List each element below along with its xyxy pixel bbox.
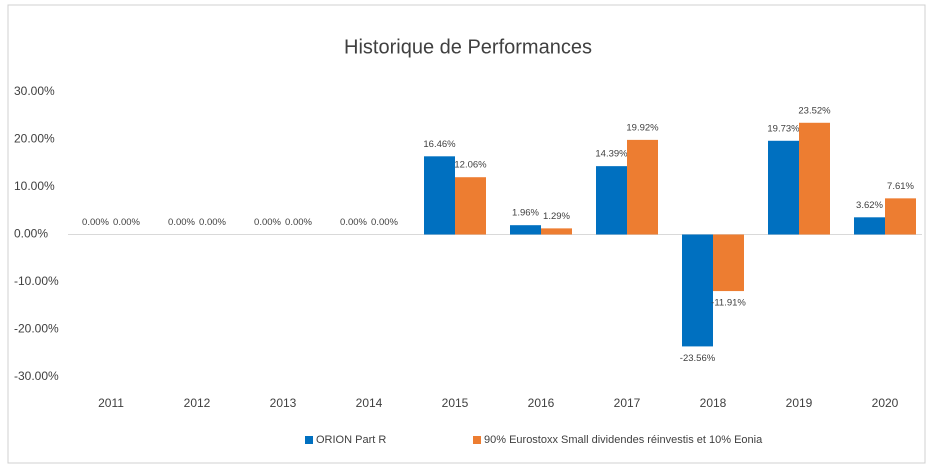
x-tick-label: 2018 <box>700 396 727 410</box>
bar <box>713 234 744 292</box>
bar <box>768 140 799 235</box>
value-label: 1.29% <box>543 211 570 222</box>
x-tick-label: 2013 <box>270 396 297 410</box>
x-tick-label: 2012 <box>184 396 211 410</box>
x-tick-label: 2020 <box>872 396 899 410</box>
y-tick-label: -10.00% <box>14 274 59 288</box>
value-label: 3.62% <box>856 200 883 211</box>
bar <box>627 139 658 235</box>
legend-swatch <box>473 436 481 444</box>
y-tick-label: 10.00% <box>14 179 55 193</box>
value-label: 1.96% <box>512 208 539 219</box>
x-tick-label: 2014 <box>356 396 383 410</box>
value-label: 14.39% <box>595 149 628 160</box>
value-label: 0.00% <box>199 217 226 228</box>
bar <box>885 198 916 235</box>
x-tick-label: 2016 <box>528 396 555 410</box>
value-label: -23.56% <box>680 353 716 364</box>
bar <box>455 177 486 235</box>
y-tick-label: 30.00% <box>14 84 55 98</box>
value-label: 12.06% <box>454 160 487 171</box>
bar <box>510 225 541 235</box>
value-label: 0.00% <box>113 217 140 228</box>
x-tick-label: 2011 <box>98 396 124 410</box>
value-label: 0.00% <box>340 217 367 228</box>
legend-swatch <box>305 436 313 444</box>
value-label: 19.92% <box>626 122 659 133</box>
value-label: 0.00% <box>168 217 195 228</box>
value-label: -11.91% <box>711 298 746 309</box>
value-label: 0.00% <box>254 217 281 228</box>
x-tick-label: 2017 <box>614 396 641 410</box>
bar <box>799 122 830 235</box>
value-label: 0.00% <box>82 217 109 228</box>
x-tick-label: 2019 <box>786 396 813 410</box>
value-label: 16.46% <box>423 139 456 150</box>
legend-label: 90% Eurostoxx Small dividendes réinvesti… <box>484 434 763 446</box>
bar <box>596 166 627 235</box>
y-tick-label: 20.00% <box>14 132 55 146</box>
value-label: 19.73% <box>767 123 800 134</box>
value-label: 0.00% <box>371 217 398 228</box>
bar <box>854 217 885 235</box>
value-label: 23.52% <box>798 105 831 116</box>
y-tick-label: -20.00% <box>14 322 59 336</box>
y-tick-label: 0.00% <box>14 227 48 241</box>
y-tick-label: -30.00% <box>14 369 59 383</box>
bar <box>541 228 572 235</box>
value-label: 7.61% <box>887 181 914 192</box>
legend-label: ORION Part R <box>316 434 386 446</box>
bar <box>682 234 713 347</box>
chart-title: Historique de Performances <box>344 36 592 58</box>
value-label: 0.00% <box>285 217 312 228</box>
x-tick-label: 2015 <box>442 396 469 410</box>
bar <box>424 156 455 235</box>
